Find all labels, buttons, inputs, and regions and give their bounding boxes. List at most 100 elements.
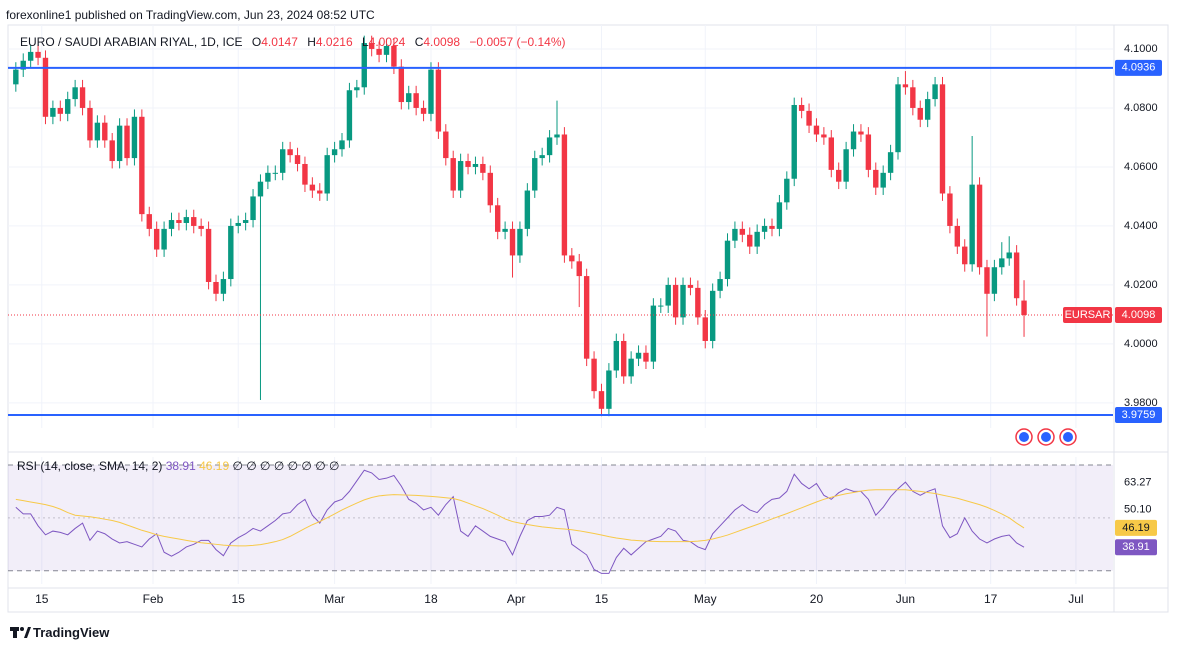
chart-frame: [7, 24, 1169, 613]
candle-body: [976, 184, 983, 268]
candle-body: [94, 122, 101, 141]
candle-body: [309, 184, 316, 191]
candle-body: [205, 228, 212, 282]
candle-body: [576, 261, 582, 277]
candle-body: [339, 140, 345, 150]
y-tick-label: 4.0800: [1124, 102, 1158, 114]
value-badge-label: 38.91: [1122, 541, 1150, 553]
candle-body: [368, 43, 375, 49]
candle-body: [420, 107, 427, 114]
candle-body: [591, 358, 597, 392]
candle-body: [962, 246, 968, 265]
candle-body: [561, 134, 568, 256]
candle-body: [502, 228, 508, 232]
ohlc-label: O: [251, 35, 262, 49]
candle-body: [213, 281, 219, 294]
candle-body: [42, 57, 49, 117]
candle-body: [406, 93, 412, 103]
level-badge: [1115, 407, 1162, 424]
ohlc-label: C: [414, 35, 424, 49]
candle-body: [836, 169, 842, 182]
candle-body: [428, 69, 434, 114]
candle-body: [695, 287, 701, 318]
rsi-title: RSI (14, close, SMA, 14, 2): [17, 459, 163, 473]
candle-body: [153, 228, 160, 250]
candle-body: [487, 172, 493, 206]
candle-body: [917, 107, 923, 120]
candle-body: [524, 190, 531, 229]
candle-body: [198, 225, 204, 229]
y-tick-label: 3.9800: [1124, 397, 1158, 409]
x-tick-label: May: [694, 592, 717, 606]
candle-body: [257, 181, 264, 197]
candle-body: [939, 84, 946, 194]
candle-body: [191, 217, 197, 226]
candle-body: [383, 45, 390, 55]
ohlc-value: 4.0216: [315, 35, 353, 49]
candle-body: [27, 51, 34, 61]
candle-body: [450, 158, 456, 191]
candle-body: [791, 104, 797, 179]
candle-body: [880, 172, 886, 188]
ohlc-label: L: [361, 35, 369, 49]
candle-body: [724, 240, 731, 280]
candle-body: [754, 231, 760, 247]
candle-body: [843, 149, 849, 182]
candle-body: [687, 284, 694, 288]
x-tick-label: 15: [232, 592, 246, 606]
candle-body: [79, 87, 86, 108]
candle-body: [1021, 300, 1027, 316]
candle-body: [628, 358, 634, 377]
candle-body: [784, 178, 790, 203]
candle-body: [13, 69, 19, 85]
candle-body: [583, 276, 590, 359]
candle-body: [717, 279, 723, 291]
candle-body: [806, 110, 812, 126]
icon: [1041, 432, 1051, 442]
candle-body: [1013, 252, 1020, 299]
x-tick-label: 17: [984, 592, 998, 606]
y-tick-label: 4.0400: [1124, 220, 1158, 232]
ohlc-value: 4.0098: [423, 35, 461, 49]
candle-body: [443, 131, 449, 159]
candle-body: [969, 184, 975, 265]
rsi-extra: ∅ ∅ ∅ ∅ ∅ ∅ ∅ ∅: [232, 459, 340, 473]
candle-body: [776, 202, 783, 229]
candle-body: [828, 137, 834, 170]
y-tick-label: 4.0600: [1124, 161, 1158, 173]
level-label: 3.9759: [1122, 409, 1156, 421]
candle-body: [50, 107, 56, 117]
y-tick-label: 4.0200: [1124, 279, 1158, 291]
candle-body: [739, 228, 746, 235]
candle-body: [769, 225, 775, 229]
change: −0.0057 (−0.14%): [469, 35, 566, 49]
candle-body: [680, 284, 686, 318]
candle-body: [235, 222, 241, 226]
candle-body: [798, 104, 805, 111]
candle-body: [139, 116, 145, 215]
candle-body: [176, 220, 182, 223]
candle-body: [331, 149, 338, 156]
x-tick-label: 18: [424, 592, 438, 606]
candle-body: [554, 134, 560, 138]
candle-body: [287, 149, 293, 156]
x-tick-label: Jun: [896, 592, 915, 606]
candle-body: [183, 217, 190, 223]
candle-body: [35, 51, 41, 58]
candle-body: [146, 214, 152, 229]
level-label: 4.0936: [1122, 62, 1156, 74]
candle-body: [494, 205, 501, 232]
rsi-sma-line: [15, 489, 1025, 547]
pane-icons: [1015, 428, 1077, 446]
icon: [1063, 432, 1073, 442]
symbol-badge: [1063, 307, 1112, 324]
x-tick-label: Apr: [507, 592, 526, 606]
candle-body: [709, 290, 716, 341]
last-price-badge: [1115, 307, 1162, 324]
y-tick-label: 4.0000: [1124, 338, 1158, 350]
y-tick-label: 50.10: [1124, 503, 1152, 515]
candle-body: [361, 43, 367, 88]
rsi-legend: RSI (14, close, SMA, 14, 2) 38.91 46.19 …: [17, 459, 339, 473]
candle-body: [116, 125, 123, 162]
